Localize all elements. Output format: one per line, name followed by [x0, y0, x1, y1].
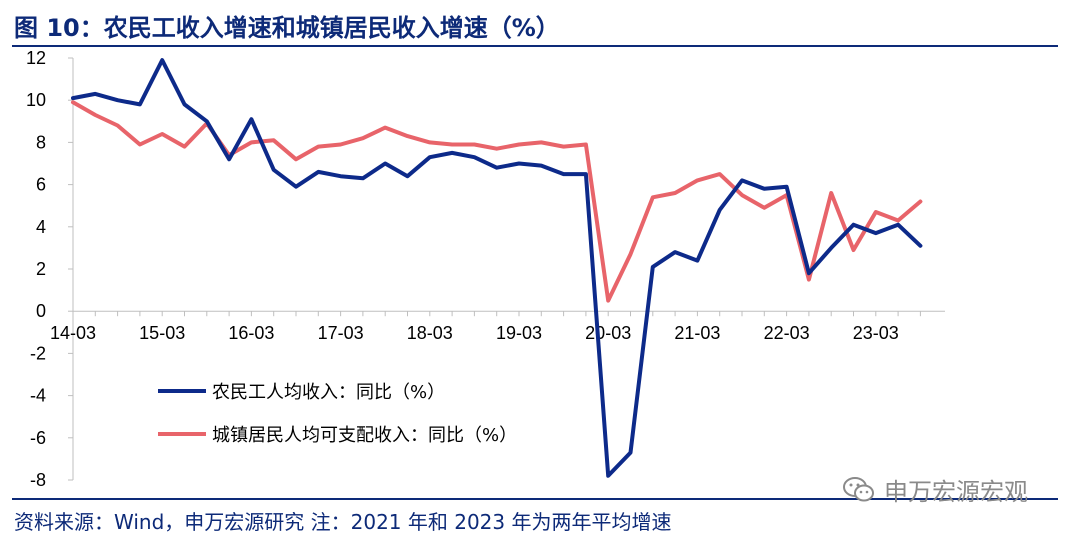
y-tick-label: -4	[30, 386, 46, 406]
y-tick-label: 8	[36, 132, 46, 152]
series-line-rural	[71, 58, 923, 478]
y-tick-label: -8	[30, 470, 46, 490]
x-tick-label: 16-03	[228, 323, 274, 343]
legend-label: 农民工人均收入：同比（%）	[212, 382, 445, 403]
watermark: 申万宏源宏观	[842, 472, 1028, 507]
x-tick-label: 18-03	[407, 323, 453, 343]
y-tick-label: -2	[30, 343, 46, 363]
title-divider	[12, 45, 1058, 47]
x-tick-label: 14-03	[50, 323, 96, 343]
y-tick-label: 6	[36, 175, 46, 195]
wechat-icon	[843, 476, 874, 501]
x-tick-label: 23-03	[853, 323, 899, 343]
y-tick-label: 0	[36, 301, 46, 321]
y-tick-label: 12	[26, 48, 46, 68]
x-tick-label: 15-03	[139, 323, 185, 343]
y-tick-label: 2	[36, 259, 46, 279]
source-note: 资料来源：Wind，申万宏源研究 注：2021 年和 2023 年为两年平均增速	[14, 510, 672, 534]
chart-axes: -8 -6 -4 -2 0 2 4 6 8 10 12 14-03 15-03 16-03 17-03 18-…	[26, 48, 945, 490]
footer-divider	[12, 498, 1058, 500]
chart-series	[71, 58, 923, 478]
x-tick-label: 17-03	[318, 323, 364, 343]
legend-label: 城镇居民人均可支配收入：同比（%）	[212, 425, 517, 446]
y-tick-label: 10	[26, 90, 46, 110]
x-tick-label: 22-03	[764, 323, 810, 343]
y-tick-label: 4	[36, 217, 46, 237]
x-tick-label: 20-03	[585, 323, 631, 343]
y-tick-label: -6	[30, 428, 46, 448]
x-tick-label: 21-03	[674, 323, 720, 343]
chart-title: 图 10：农民工收入增速和城镇居民收入增速（%）	[14, 14, 560, 42]
watermark-text: 申万宏源宏观	[884, 478, 1028, 506]
x-tick-label: 19-03	[496, 323, 542, 343]
chart-legend: 农民工人均收入：同比（%） 城镇居民人均可支配收入：同比（%）	[158, 382, 517, 446]
series-line-urban	[71, 100, 923, 303]
